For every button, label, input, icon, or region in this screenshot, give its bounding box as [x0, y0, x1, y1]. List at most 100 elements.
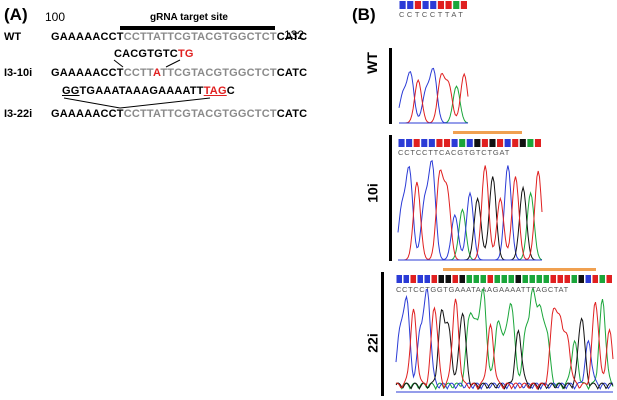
- trace-line-22i-G: [395, 309, 614, 391]
- i22-insert-red: TAG: [203, 85, 227, 97]
- i10-target-a: CCTT: [123, 67, 153, 79]
- base-square-10i-7: [451, 139, 458, 147]
- i10-insert-red: TG: [177, 48, 194, 60]
- base-square-22i-7: [445, 275, 451, 283]
- base-square-22i-6: [438, 275, 444, 283]
- base-square-22i-25: [571, 275, 577, 283]
- i10-insertion: CACGTGTCTG: [114, 48, 194, 60]
- base-square-22i-21: [543, 275, 549, 283]
- base-square-22i-4: [424, 275, 430, 283]
- base-square-10i-11: [481, 139, 488, 147]
- base-square-10i-6: [443, 139, 451, 147]
- base-square-22i-8: [452, 275, 458, 283]
- row-label-wt: WT: [4, 31, 22, 43]
- base-square-22i-1: [403, 275, 409, 283]
- base-square-10i-5: [436, 139, 443, 147]
- row-label-22i: I3-22i: [4, 108, 33, 120]
- base-square-22i-16: [508, 275, 514, 283]
- base-square-10i-9: [466, 139, 473, 147]
- base-square-22i-22: [550, 275, 556, 283]
- base-square-22i-20: [536, 275, 542, 283]
- i22-target: CCTTATTCGTACGTGGCTCT: [123, 108, 277, 120]
- trace-axis-wt: [389, 48, 392, 124]
- base-square-22i-24: [564, 275, 570, 283]
- trace-line-10i-G: [398, 176, 542, 261]
- wt-sequence: GAAAAACCTCCTTATTCGTACGTGGCTCTCATC: [51, 31, 307, 43]
- trace-line-WT-T: [399, 72, 469, 124]
- trace-line-22i-C: [395, 289, 614, 391]
- trace-line-22i-A: [395, 287, 614, 391]
- base-square-WT-1: [407, 1, 414, 9]
- base-square-WT-8: [460, 1, 467, 9]
- base-square-22i-27: [585, 275, 591, 283]
- coord-end: 132: [284, 28, 305, 42]
- base-square-22i-14: [494, 275, 500, 283]
- base-square-WT-0: [399, 1, 406, 9]
- panel-b-label: (B): [352, 5, 376, 24]
- base-square-10i-16: [519, 139, 526, 147]
- base-square-22i-12: [480, 275, 486, 283]
- trace-line-WT-C: [398, 67, 468, 124]
- wt-target: CCTTATTCGTACGTGGCTCT: [123, 31, 277, 43]
- base-square-22i-28: [592, 275, 598, 283]
- i22-suffix: CATC: [276, 108, 308, 120]
- base-square-10i-18: [534, 139, 541, 147]
- base-square-10i-2: [413, 139, 420, 147]
- base-square-10i-8: [459, 139, 466, 147]
- base-square-10i-10: [474, 139, 481, 147]
- gRNA-target-label: gRNA target site: [150, 12, 228, 23]
- base-square-22i-15: [501, 275, 507, 283]
- base-square-22i-19: [529, 275, 535, 283]
- trace-axis-10i: [389, 135, 392, 261]
- base-square-22i-10: [466, 275, 472, 283]
- base-square-WT-3: [422, 1, 429, 9]
- i22-insert-black: TGAAATAAAGAAAATT: [79, 85, 204, 97]
- base-square-WT-4: [430, 1, 437, 9]
- wt-prefix: GAAAAACCT: [51, 31, 124, 43]
- i22-prefix: GAAAAACCT: [51, 108, 124, 120]
- base-square-WT-6: [445, 1, 452, 9]
- base-square-22i-29: [599, 275, 605, 283]
- i22-connector-left: [63, 97, 121, 109]
- base-square-10i-3: [421, 139, 428, 147]
- base-square-22i-23: [557, 275, 563, 283]
- i22-insert-underlined: GG: [62, 85, 80, 97]
- trace-axis-22i: [381, 272, 384, 396]
- base-square-10i-4: [428, 139, 435, 147]
- i10-sequence: GAAAAACCTCCTTATTCGTACGTGGCTCTCATC: [51, 67, 307, 79]
- base-square-22i-11: [473, 275, 479, 283]
- trace-line-10i-C: [397, 159, 542, 261]
- base-square-22i-0: [396, 275, 402, 283]
- base-square-10i-0: [398, 139, 405, 147]
- trace-seq-10i: CCTCCTTCACGTGTCTGAT: [398, 148, 511, 157]
- i10-target-b: TTCGTACGTGGCTCT: [160, 67, 277, 79]
- i10-prefix: GAAAAACCT: [51, 67, 124, 79]
- base-square-10i-13: [497, 139, 504, 147]
- base-square-WT-2: [414, 1, 421, 9]
- i22-insertion: GGTGAAATAAAGAAAATTTAGC: [62, 85, 235, 97]
- base-square-22i-30: [606, 275, 612, 283]
- i10-suffix: CATC: [276, 67, 308, 79]
- gRNA-target-bar: [120, 26, 275, 30]
- insertion-highlight-10i: [453, 131, 522, 134]
- i22-insert-tail: C: [226, 85, 235, 97]
- trace-seq-wt: CCTCCTTAT: [399, 10, 466, 19]
- base-square-22i-3: [417, 275, 423, 283]
- base-square-10i-15: [512, 139, 519, 147]
- base-square-22i-18: [522, 275, 528, 283]
- base-square-WT-7: [453, 1, 460, 9]
- panel-a-label: (A): [4, 5, 28, 24]
- insertion-highlight-22i: [443, 268, 596, 271]
- i22-sequence: GAAAAACCTCCTTATTCGTACGTGGCTCTCATC: [51, 108, 307, 120]
- i10-target-red: A: [153, 67, 161, 79]
- base-square-10i-12: [489, 139, 496, 147]
- row-label-10i: I3-10i: [4, 67, 33, 79]
- i22-connector-right: [119, 97, 211, 109]
- base-square-22i-2: [410, 275, 416, 283]
- i10-connector-left: [113, 59, 124, 68]
- base-square-WT-5: [437, 1, 444, 9]
- i10-connector-right: [165, 59, 181, 68]
- base-square-10i-1: [406, 139, 413, 147]
